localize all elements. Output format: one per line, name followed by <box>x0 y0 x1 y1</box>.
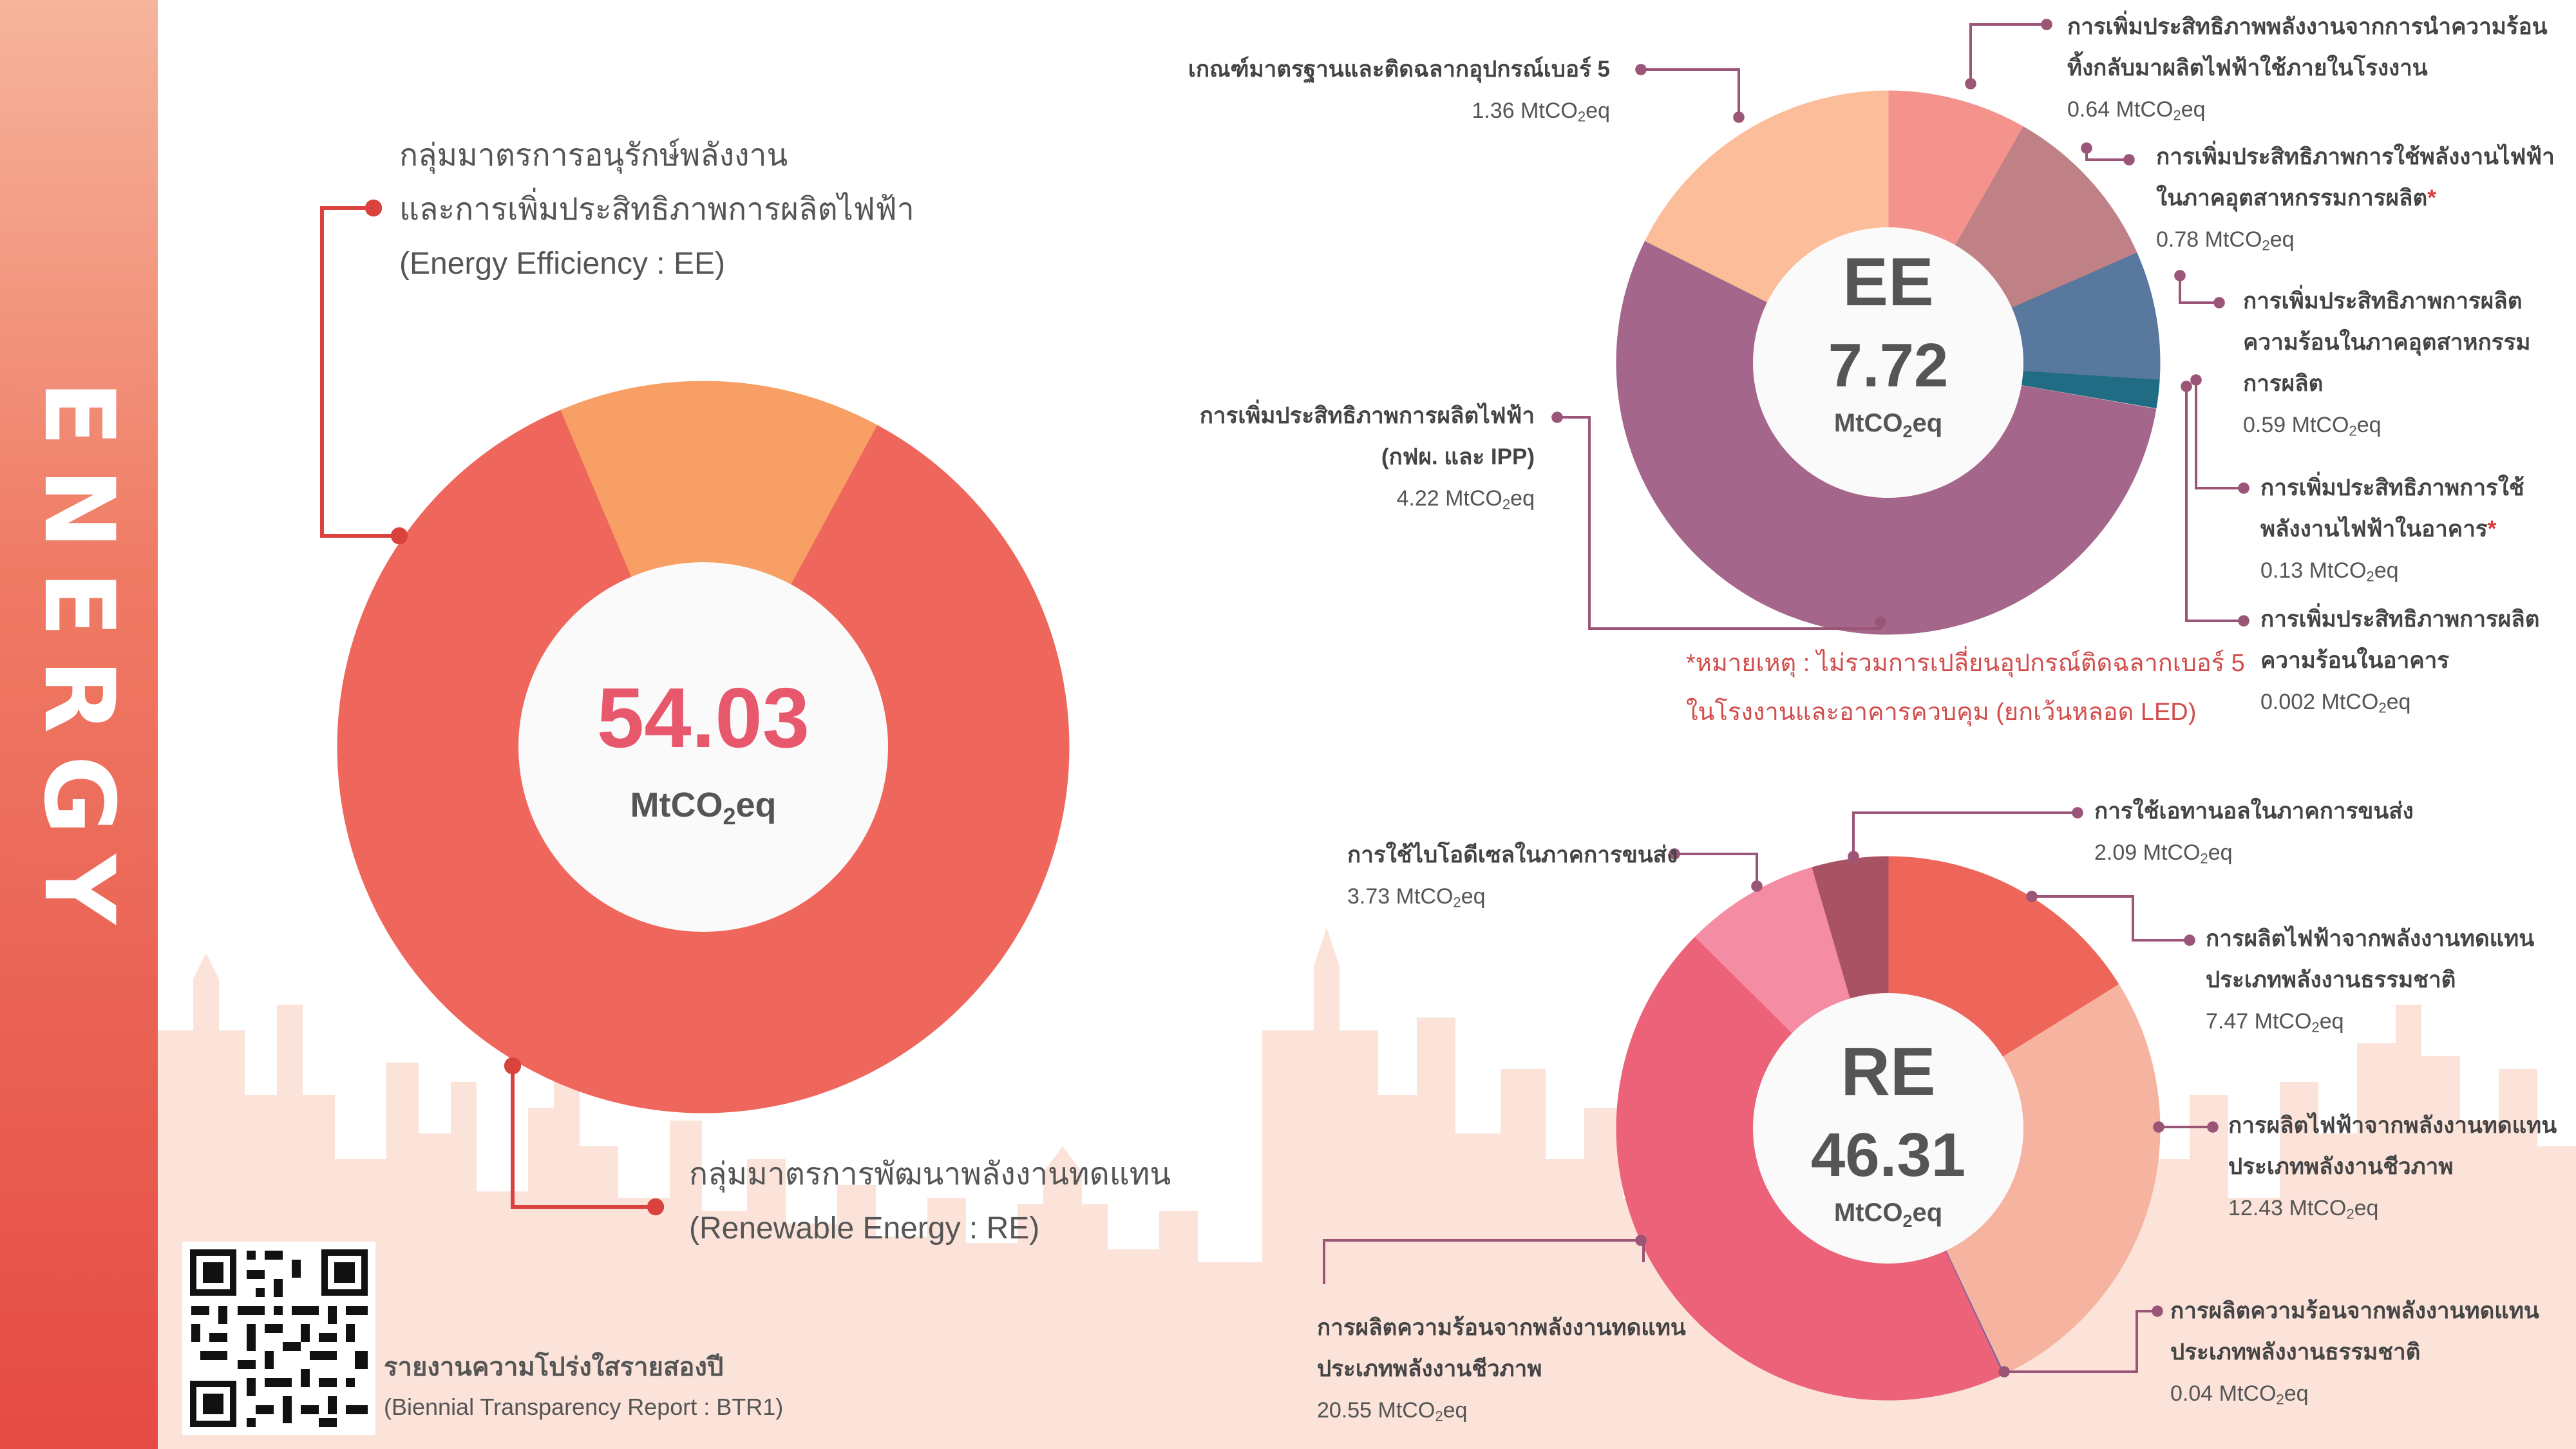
ee-leader-waste-heat <box>1969 23 2047 84</box>
report-subtitle: (Biennial Transparency Report : BTR1) <box>384 1394 784 1420</box>
ee-leader-building-electric-dot-2 <box>2190 374 2202 386</box>
re-leader-ethanol <box>1852 811 2078 857</box>
ee-label-waste-heat: การเพิ่มประสิทธิภาพพลังงานจากการนำความร้… <box>2067 14 2548 124</box>
ee-leader-industry-heat <box>2179 276 2219 304</box>
re-leader-elec-bio-dot-2 <box>2153 1121 2164 1133</box>
ee-group-connector <box>320 206 399 538</box>
ee-group-label: กลุ่มมาตรการอนุรักษ์พลังงาน และการเพิ่มป… <box>399 129 914 291</box>
ee-leader-building-electric-dot-1 <box>2238 482 2249 494</box>
ee-label-power-generation: การเพิ่มประสิทธิภาพการผลิตไฟฟ้า (กฟผ. แล… <box>1199 403 1535 513</box>
ee-center-hole <box>1753 227 2023 498</box>
re-center-hole <box>1753 993 2023 1264</box>
re-leader-biodiesel <box>1674 853 1758 886</box>
report-title: รายงานความโปร่งใสรายสองปี <box>384 1353 724 1381</box>
ee-label-industry-heat: การเพิ่มประสิทธิภาพการผลิต ความร้อนในภาค… <box>2243 289 2531 439</box>
re-label-heat-natural: การผลิตความร้อนจากพลังงานทดแทน ประเภทพลั… <box>2170 1298 2539 1408</box>
ee-leader-industry-electric <box>2085 148 2129 161</box>
ee-footnote: *หมายเหตุ : ไม่รวมการเปลี่ยนอุปกรณ์ติดฉล… <box>1686 650 2245 726</box>
re-leader-heat-natural <box>2004 1310 2157 1373</box>
ee-center-unit: MtCO2eq <box>1834 409 1942 441</box>
main-center-unit: MtCO2eq <box>630 786 776 829</box>
re-leader-elec-natural-dot-2 <box>2026 891 2038 902</box>
re-label-biodiesel: การใช้ไบโอดีเซลในภาคการขนส่ง 3.73 MtCO2e… <box>1347 842 1678 911</box>
main-center-value: 54.03 <box>597 670 810 765</box>
ee-leader-label-no5 <box>1641 68 1740 117</box>
ee-group-label-line1: กลุ่มมาตรการอนุรักษ์พลังงาน <box>399 138 788 173</box>
re-leader-biodiesel-dot-2 <box>1751 880 1763 892</box>
ee-slice-7 <box>1644 90 1889 303</box>
ee-label-building-electric: การเพิ่มประสิทธิภาพการใช้ พลังงานไฟฟ้าใน… <box>2260 475 2524 585</box>
ee-leader-waste-heat-dot-2 <box>1965 78 1976 90</box>
ee-group-label-line3: (Energy Efficiency : EE) <box>399 247 725 281</box>
ee-leader-power-generation-dot-1 <box>1551 412 1563 423</box>
re-leader-heat-bio-main <box>1323 1239 1641 1284</box>
ee-label-building-heat: การเพิ่มประสิทธิภาพการผลิต ความร้อนในอาค… <box>2260 607 2540 716</box>
ee-group-label-line2: และการเพิ่มประสิทธิภาพการผลิตไฟฟ้า <box>399 193 914 227</box>
re-center-title: RE <box>1841 1034 1935 1110</box>
energy-sidebar: ENERGY <box>0 0 158 1449</box>
re-leader-ethanol-dot-2 <box>1848 851 1859 862</box>
re-label-heat-bio: การผลิตความร้อนจากพลังงานทดแทน ประเภทพลั… <box>1317 1315 1686 1425</box>
ee-leader-building-heat-dot-2 <box>2181 381 2192 392</box>
ee-group-connector-dot-1 <box>365 199 383 217</box>
re-group-label-line1: กลุ่มมาตรการพัฒนาพลังงานทดแทน <box>689 1157 1171 1191</box>
leader-lines <box>320 19 2249 1378</box>
ee-donut-chart <box>1616 90 2161 635</box>
ee-leader-industry-electric-dot-2 <box>2081 142 2092 154</box>
ee-leader-industry-heat-dot-2 <box>2174 270 2186 281</box>
re-leader-heat-natural-dot-2 <box>1998 1366 2010 1378</box>
re-label-elec-natural: การผลิตไฟฟ้าจากพลังงานทดแทน ประเภทพลังงา… <box>2206 926 2535 1036</box>
ee-leader-building-heat-dot-1 <box>2238 615 2249 627</box>
ee-leader-building-electric <box>2195 380 2244 489</box>
re-label-ethanol: การใช้เอทานอลในภาคการขนส่ง 2.09 MtCO2eq <box>2094 799 2414 867</box>
re-group-connector <box>511 1066 656 1209</box>
ee-leader-power-generation-dot-2 <box>1875 616 1886 628</box>
re-group-connector-dot-1 <box>504 1057 522 1075</box>
re-leader-heat-bio-main-dot-1 <box>1635 1235 1647 1246</box>
ee-leader-industry-heat-dot-1 <box>2213 297 2225 308</box>
re-leader-elec-bio-dot-1 <box>2207 1121 2219 1133</box>
ee-leader-industry-electric-dot-1 <box>2123 154 2135 166</box>
ee-group-connector-dot-2 <box>390 527 408 545</box>
re-label-elec-bio: การผลิตไฟฟ้าจากพลังงานทดแทน ประเภทพลังงา… <box>2228 1113 2557 1222</box>
re-leader-ethanol-dot-1 <box>2072 807 2083 819</box>
re-group-connector-dot-2 <box>647 1198 665 1216</box>
re-leader-elec-natural-dot-1 <box>2184 934 2195 946</box>
ee-leader-label-no5-dot-1 <box>1635 64 1647 75</box>
ee-label-label-no5: เกณฑ์มาตรฐานและติดฉลากอุปกรณ์เบอร์ 5 1.3… <box>1188 57 1610 125</box>
re-donut-chart <box>1616 856 2161 1401</box>
ee-leader-label-no5-dot-2 <box>1733 111 1745 123</box>
main-center-hole <box>518 562 888 932</box>
re-center-unit: MtCO2eq <box>1834 1198 1942 1231</box>
re-leader-heat-natural-dot-1 <box>2152 1305 2163 1317</box>
ee-center-value: 7.72 <box>1828 331 1949 400</box>
main-donut-chart <box>337 381 1070 1113</box>
re-center-value: 46.31 <box>1811 1121 1965 1189</box>
qr-code[interactable] <box>182 1242 375 1435</box>
re-group-label-line2: (Renewable Energy : RE) <box>689 1211 1040 1245</box>
re-slice-2 <box>1946 984 2161 1375</box>
ee-center-title: EE <box>1842 244 1933 320</box>
re-leader-biodiesel-dot-1 <box>1669 848 1680 860</box>
qr-code-pattern <box>190 1249 368 1427</box>
re-leader-elec-natural <box>2032 895 2190 942</box>
re-group-label: กลุ่มมาตรการพัฒนาพลังงานทดแทน (Renewable… <box>689 1148 1171 1256</box>
ee-leader-waste-heat-dot-1 <box>2041 19 2052 30</box>
ee-leader-building-heat <box>2185 386 2244 622</box>
ee-label-industry-electric: การเพิ่มประสิทธิภาพการใช้พลังงานไฟฟ้า ใน… <box>2156 144 2555 254</box>
